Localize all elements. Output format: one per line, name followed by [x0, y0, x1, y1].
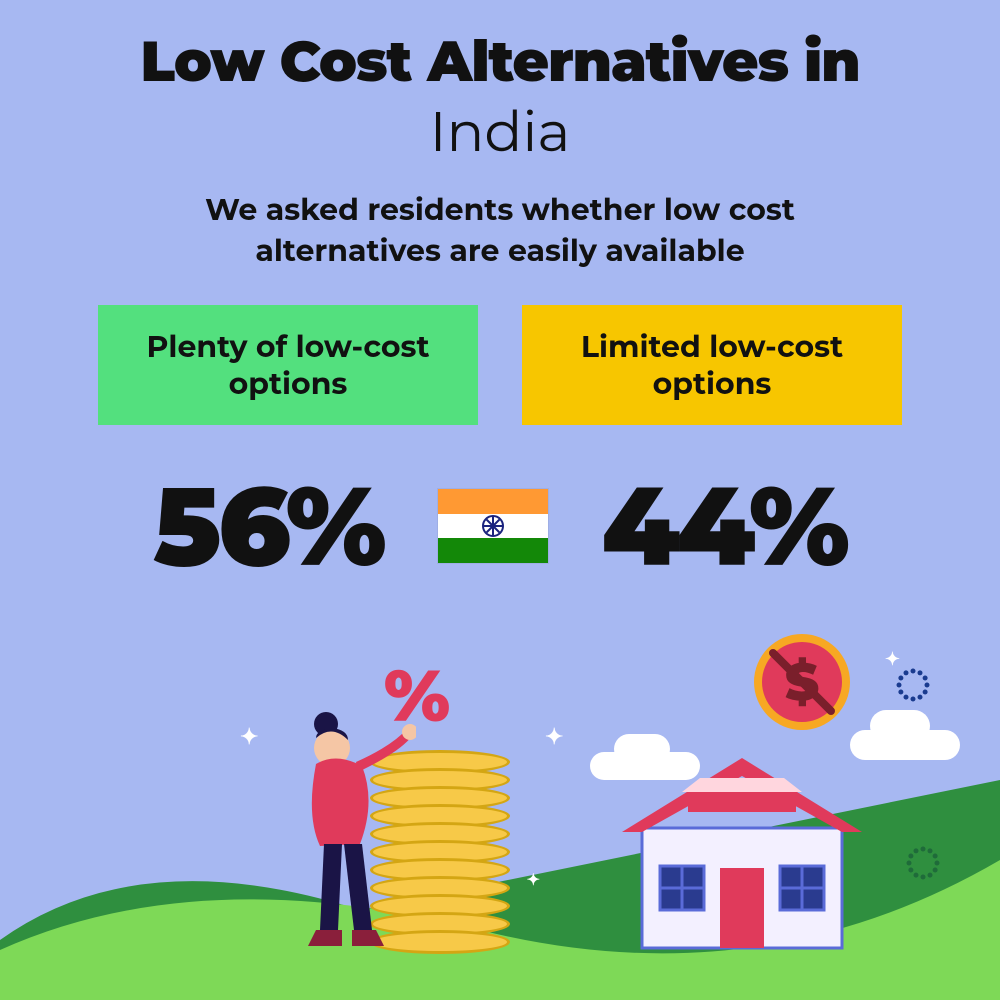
dollar-coin-icon: $ [754, 634, 850, 730]
title-line1: Low Cost Alternatives in [0, 28, 1000, 96]
sparkle-icon: ✦ [527, 870, 540, 890]
india-flag-icon [438, 489, 548, 563]
dot-ring-icon [906, 846, 940, 880]
option-box-plenty: Plenty of low-cost options [98, 305, 478, 425]
dot-ring-icon [896, 668, 930, 702]
flag-stripe-white [438, 514, 548, 539]
house-icon [612, 748, 872, 958]
stat-left: 56% [153, 459, 383, 593]
option-box-limited: Limited low-cost options [522, 305, 902, 425]
illustration-scene: ✦ ✦ ✦ ✦ $ % [0, 620, 1000, 1000]
subheading: We asked residents whether low cost alte… [120, 190, 880, 271]
sparkle-icon: ✦ [885, 648, 900, 670]
sparkle-icon: ✦ [240, 723, 258, 750]
stats-row: 56% 44% [0, 459, 1000, 593]
stat-right: 44% [602, 459, 847, 593]
option-box-limited-label: Limited low-cost options [544, 328, 880, 403]
flag-stripe-saffron [438, 489, 548, 514]
option-boxes: Plenty of low-cost options Limited low-c… [0, 305, 1000, 425]
flag-stripe-green [438, 538, 548, 563]
title-block: Low Cost Alternatives in India [0, 0, 1000, 166]
title-line2: India [0, 98, 1000, 166]
ashoka-chakra-icon [482, 515, 504, 537]
option-box-plenty-label: Plenty of low-cost options [120, 328, 456, 403]
cloud-icon [870, 710, 930, 742]
sparkle-icon: ✦ [545, 723, 563, 750]
person-icon [276, 706, 416, 956]
infographic-canvas: Low Cost Alternatives in India We asked … [0, 0, 1000, 1000]
